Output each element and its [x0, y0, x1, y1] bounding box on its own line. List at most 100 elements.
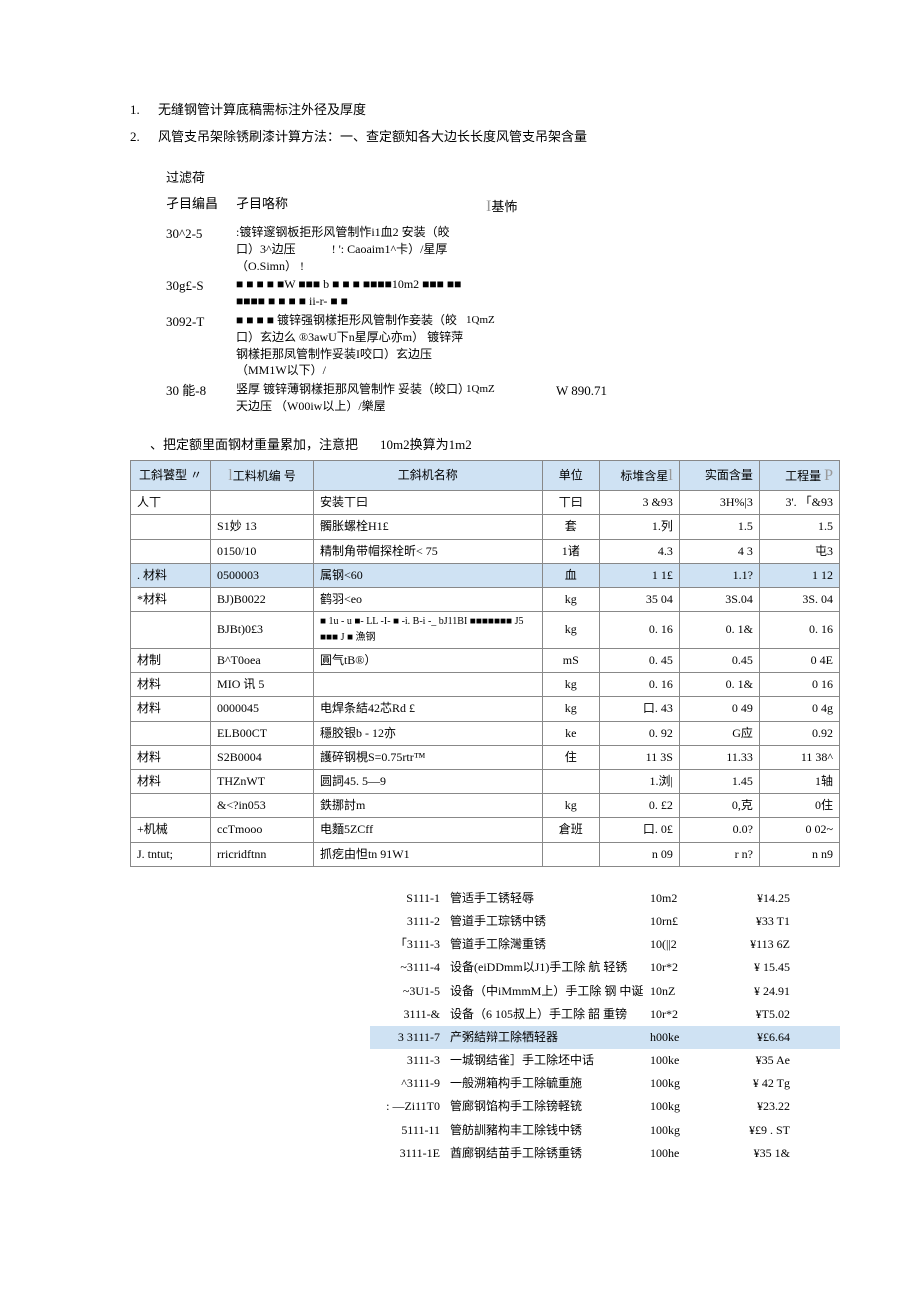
- table-cell: THZnWT: [211, 770, 314, 794]
- table-cell: *材料: [131, 587, 211, 611]
- quota-block: 孑目编昌 孑目咯称 I基怖 30^2-5:镀锌邃钢板拒形风管制怍i1血2 安装（…: [166, 194, 840, 414]
- quota-desc: ■ ■ ■ ■ 镀锌强钢樣拒形风管制作妾装（皎口）玄边么 ®3awU下n星厚心亦…: [236, 312, 466, 379]
- rate-cell: ~3111-4: [370, 958, 450, 977]
- table-cell: 0.0?: [679, 818, 759, 842]
- rate-cell: 100kg: [650, 1074, 710, 1093]
- table-row: &<?in053鉄挪討mkg0. £20,克0住: [131, 794, 840, 818]
- rate-cell: : —Zi11T0: [370, 1097, 450, 1116]
- rate-row: ~3111-4设备(eiDDmm以J1)手工除 航 轻锈10r*2¥ 15.45: [370, 956, 840, 979]
- table-row: ELB00CT穩胶银b - 12亦ke0. 92G应0.92: [131, 721, 840, 745]
- rate-cell: ¥23.22: [710, 1097, 790, 1116]
- rate-row: 5111-11管舫訓豬构丰工除钱中锈100kg¥£9 . ST: [370, 1119, 840, 1142]
- table-row: J. tntut;rricridftnn抓疙由怛tn 91W1n 09r n?n…: [131, 842, 840, 866]
- table-cell: BJ)B0022: [211, 587, 314, 611]
- rate-cell: 3111-3: [370, 1051, 450, 1070]
- table-cell: 0住: [759, 794, 839, 818]
- table-cell: 抓疙由怛tn 91W1: [313, 842, 542, 866]
- col-header: 实面含量: [679, 460, 759, 491]
- rate-block: S111-1管适手工锈轻辱10m2¥14.253111-2管道手工琮锈中锈10r…: [370, 887, 840, 1165]
- table-cell: 1.浏|: [599, 770, 679, 794]
- table-cell: 3H%|3: [679, 491, 759, 515]
- rate-cell: 10r*2: [650, 958, 710, 977]
- table-cell: 0,克: [679, 794, 759, 818]
- table-cell: S2B0004: [211, 745, 314, 769]
- table-cell: 0000045: [211, 697, 314, 721]
- rate-cell: ¥113 6Z: [710, 935, 790, 954]
- quota-desc: :镀锌邃钢板拒形风管制怍i1血2 安装（皎口）3^边压 ! ': Caoaim1…: [236, 224, 466, 274]
- table-row: *材料BJ)B0022鹤羽<eokg35 043S.043S. 04: [131, 587, 840, 611]
- table-cell: 0. 16: [599, 612, 679, 649]
- table-cell: 0. 16: [759, 612, 839, 649]
- note-right: 10m2换算为1m2: [380, 435, 472, 456]
- col-header: 工斜机名称: [313, 460, 542, 491]
- table-cell: 人丅: [131, 491, 211, 515]
- table-cell: 穩胶银b - 12亦: [313, 721, 542, 745]
- item-number: 2.: [130, 127, 158, 148]
- quota-unit: 1QmZ: [466, 381, 526, 399]
- table-cell: 1.5: [759, 515, 839, 539]
- table-cell: 材料: [131, 673, 211, 697]
- rate-cell: ¥£9 . ST: [710, 1121, 790, 1140]
- table-cell: 4 3: [679, 539, 759, 563]
- table-cell: kg: [542, 794, 599, 818]
- table-cell: 1轴: [759, 770, 839, 794]
- table-cell: 1诸: [542, 539, 599, 563]
- rate-cell: 10m2: [650, 889, 710, 908]
- rate-cell: 100ke: [650, 1051, 710, 1070]
- rate-cell: 设备(eiDDmm以J1)手工除 航 轻锈: [450, 958, 650, 977]
- rate-cell: 100kg: [650, 1121, 710, 1140]
- quota-code: 30^2-5: [166, 224, 236, 245]
- table-row: +机械ccTmooo电麵5ZCff倉班口. 0£0.0?0 02~: [131, 818, 840, 842]
- quota-code: 30g£-S: [166, 276, 236, 297]
- rate-cell: ¥33 T1: [710, 912, 790, 931]
- table-cell: 0.45: [679, 649, 759, 673]
- rate-cell: 管道手工琮锈中锈: [450, 912, 650, 931]
- table-cell: kg: [542, 587, 599, 611]
- table-row: BJBt)0£3■ 1u - u ■- LL -I- ■ -i. B-i -_ …: [131, 612, 840, 649]
- table-cell: kg: [542, 673, 599, 697]
- table-cell: 属钢<60: [313, 563, 542, 587]
- rate-cell: 设备（中iMmmM上）手工除 钢 中诞: [450, 982, 650, 1001]
- table-cell: MIO 讯 5: [211, 673, 314, 697]
- rate-row: 3 3111-7产粥結辩工除牺轻器h00ke¥£6.64: [370, 1026, 840, 1049]
- table-cell: 11 38^: [759, 745, 839, 769]
- rate-cell: ¥ 15.45: [710, 958, 790, 977]
- table-cell: 護碎钢梘S=0.75rtr™: [313, 745, 542, 769]
- note-line: 、把定额里面钢材重量累加，注意把 10m2换算为1m2: [150, 435, 840, 456]
- table-cell: 电麵5ZCff: [313, 818, 542, 842]
- table-cell: 鹤羽<eo: [313, 587, 542, 611]
- rate-cell: ¥14.25: [710, 889, 790, 908]
- table-cell: 精制角带帽探栓昕< 75: [313, 539, 542, 563]
- rate-cell: 100he: [650, 1144, 710, 1163]
- col-header: 孑目咯称: [236, 194, 456, 220]
- rate-cell: 管廊钢馅构手工除镑軽铳: [450, 1097, 650, 1116]
- table-row: 0150/10精制角带帽探栓昕< 751诸4.34 3屯3: [131, 539, 840, 563]
- quota-row: 30^2-5:镀锌邃钢板拒形风管制怍i1血2 安装（皎口）3^边压 ! ': C…: [166, 224, 840, 274]
- table-cell: 圆詞45. 5—9: [313, 770, 542, 794]
- table-cell: 0. 92: [599, 721, 679, 745]
- filter-label: 过滤荷: [166, 168, 840, 189]
- material-table: 工斜饕型 〃 l工料机编 号 工斜机名称 单位 标堆含星l 实面含量 工程量 P…: [130, 460, 840, 867]
- rate-row: ~3U1-5设备（中iMmmM上）手工除 钢 中诞10nZ¥ 24.91: [370, 980, 840, 1003]
- table-row: 材制B^T0oea圓气tB®）mS0. 450.450 4E: [131, 649, 840, 673]
- numbered-list: 1. 无缝钢管计算底稿需标注外径及厚度 2. 风管支吊架除锈刷漆计算方法：一、查…: [130, 100, 840, 148]
- table-cell: [131, 794, 211, 818]
- list-item: 1. 无缝钢管计算底稿需标注外径及厚度: [130, 100, 840, 121]
- rate-cell: 3111-2: [370, 912, 450, 931]
- table-cell: 3'. 「&93: [759, 491, 839, 515]
- table-row: 材料THZnWT圆詞45. 5—91.浏|1.451轴: [131, 770, 840, 794]
- rate-cell: ¥ 24.91: [710, 982, 790, 1001]
- table-cell: 套: [542, 515, 599, 539]
- rate-cell: 「3111-3: [370, 935, 450, 954]
- table-cell: G应: [679, 721, 759, 745]
- rate-cell: 3111-&: [370, 1005, 450, 1024]
- table-cell: 鉄挪討m: [313, 794, 542, 818]
- table-cell: 0 4g: [759, 697, 839, 721]
- rate-cell: ~3U1-5: [370, 982, 450, 1001]
- table-cell: 安装丅曰: [313, 491, 542, 515]
- rate-row: 「3111-3管道手工除灣重锈10(||2¥113 6Z: [370, 933, 840, 956]
- table-cell: ke: [542, 721, 599, 745]
- table-cell: [131, 539, 211, 563]
- rate-cell: 设备（6 105叔上）手工除 韶 重镑: [450, 1005, 650, 1024]
- table-cell: 圓气tB®）: [313, 649, 542, 673]
